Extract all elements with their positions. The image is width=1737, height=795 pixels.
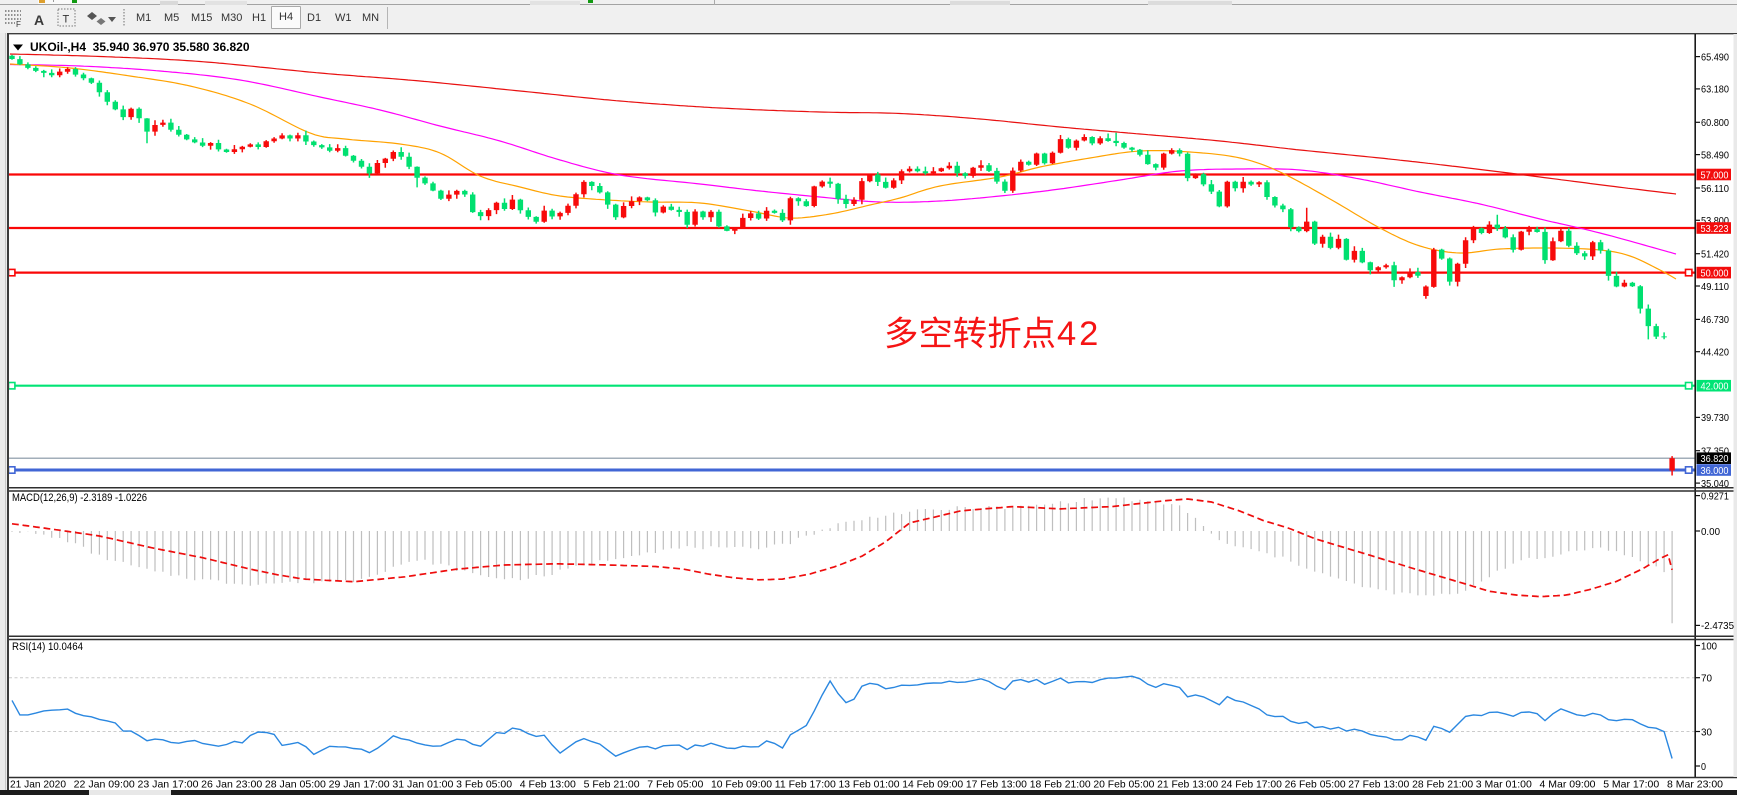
svg-text:7 Feb 05:00: 7 Feb 05:00 bbox=[647, 779, 703, 791]
svg-text:51.420: 51.420 bbox=[1701, 249, 1729, 261]
svg-text:-2.4735: -2.4735 bbox=[1701, 620, 1734, 632]
svg-text:27 Feb 13:00: 27 Feb 13:00 bbox=[1348, 779, 1409, 791]
svg-text:28 Feb 21:00: 28 Feb 21:00 bbox=[1412, 779, 1473, 791]
svg-text:A: A bbox=[34, 12, 44, 28]
svg-text:26 Feb 05:00: 26 Feb 05:00 bbox=[1285, 779, 1346, 791]
svg-text:22 Jan 09:00: 22 Jan 09:00 bbox=[74, 779, 135, 791]
svg-text:39.730: 39.730 bbox=[1701, 412, 1729, 424]
svg-text:10 Feb 09:00: 10 Feb 09:00 bbox=[711, 779, 772, 791]
svg-text:100: 100 bbox=[1701, 640, 1717, 652]
svg-text:UKOil-,H4 35.940 36.970 35.58: UKOil-,H4 35.940 36.970 35.580 36.820 bbox=[30, 40, 250, 54]
svg-text:T: T bbox=[63, 14, 70, 26]
svg-text:65.490: 65.490 bbox=[1701, 51, 1729, 63]
svg-text:24 Feb 17:00: 24 Feb 17:00 bbox=[1221, 779, 1282, 791]
svg-text:13 Feb 01:00: 13 Feb 01:00 bbox=[839, 779, 900, 791]
svg-text:31 Jan 01:00: 31 Jan 01:00 bbox=[392, 779, 453, 791]
svg-text:56.110: 56.110 bbox=[1701, 183, 1729, 195]
svg-text:70: 70 bbox=[1701, 673, 1712, 685]
svg-text:MACD(12,26,9) -2.3189 -1.0226: MACD(12,26,9) -2.3189 -1.0226 bbox=[12, 492, 147, 504]
svg-text:29 Jan 17:00: 29 Jan 17:00 bbox=[329, 779, 390, 791]
svg-text:49.110: 49.110 bbox=[1701, 281, 1729, 293]
svg-text:36.820: 36.820 bbox=[1701, 453, 1729, 465]
svg-text:21 Feb 13:00: 21 Feb 13:00 bbox=[1157, 779, 1218, 791]
svg-text:35.040: 35.040 bbox=[1701, 478, 1729, 490]
svg-text:30: 30 bbox=[1701, 726, 1712, 738]
svg-text:18 Feb 21:00: 18 Feb 21:00 bbox=[1030, 779, 1091, 791]
svg-text:3 Feb 05:00: 3 Feb 05:00 bbox=[456, 779, 512, 791]
svg-text:RSI(14) 10.0464: RSI(14) 10.0464 bbox=[12, 641, 83, 653]
svg-text:4 Feb 13:00: 4 Feb 13:00 bbox=[520, 779, 576, 791]
svg-text:60.800: 60.800 bbox=[1701, 117, 1729, 129]
svg-text:8 Mar 23:00: 8 Mar 23:00 bbox=[1667, 779, 1723, 791]
svg-text:3 Mar 01:00: 3 Mar 01:00 bbox=[1476, 779, 1532, 791]
svg-text:53.223: 53.223 bbox=[1701, 223, 1729, 235]
svg-text:44.420: 44.420 bbox=[1701, 347, 1729, 359]
svg-text:0: 0 bbox=[1701, 761, 1706, 773]
svg-text:0.00: 0.00 bbox=[1701, 526, 1720, 538]
svg-text:42.000: 42.000 bbox=[1701, 381, 1729, 393]
svg-text:36.000: 36.000 bbox=[1701, 465, 1729, 477]
svg-text:28 Jan 05:00: 28 Jan 05:00 bbox=[265, 779, 326, 791]
svg-text:F: F bbox=[16, 20, 21, 29]
svg-text:21 Jan 2020: 21 Jan 2020 bbox=[10, 779, 66, 791]
svg-text:14 Feb 09:00: 14 Feb 09:00 bbox=[902, 779, 963, 791]
svg-text:50.000: 50.000 bbox=[1701, 267, 1729, 279]
svg-text:26 Jan 23:00: 26 Jan 23:00 bbox=[201, 779, 262, 791]
svg-text:17 Feb 13:00: 17 Feb 13:00 bbox=[966, 779, 1027, 791]
svg-text:5 Feb 21:00: 5 Feb 21:00 bbox=[584, 779, 640, 791]
svg-text:0.9271: 0.9271 bbox=[1701, 490, 1729, 502]
svg-text:4 Mar 09:00: 4 Mar 09:00 bbox=[1540, 779, 1596, 791]
svg-text:57.000: 57.000 bbox=[1701, 169, 1729, 181]
svg-text:46.730: 46.730 bbox=[1701, 314, 1729, 326]
svg-text:23 Jan 17:00: 23 Jan 17:00 bbox=[138, 779, 199, 791]
svg-text:63.180: 63.180 bbox=[1701, 84, 1729, 96]
svg-text:20 Feb 05:00: 20 Feb 05:00 bbox=[1093, 779, 1154, 791]
svg-text:5 Mar 17:00: 5 Mar 17:00 bbox=[1603, 779, 1659, 791]
svg-text:42: 42 bbox=[1057, 315, 1101, 353]
svg-text:11 Feb 17:00: 11 Feb 17:00 bbox=[775, 779, 836, 791]
svg-text:58.490: 58.490 bbox=[1701, 149, 1729, 161]
